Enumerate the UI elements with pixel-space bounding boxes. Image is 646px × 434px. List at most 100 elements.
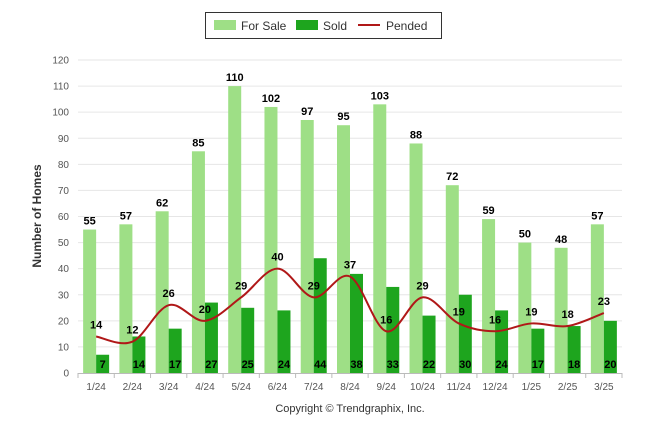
data-label-for-sale: 97 xyxy=(301,106,313,118)
x-tick-label: 2/24 xyxy=(123,382,143,393)
data-label-for-sale: 110 xyxy=(226,72,244,84)
data-label-sold: 38 xyxy=(350,359,362,371)
data-label-pended: 40 xyxy=(271,252,283,264)
bar-sold xyxy=(567,326,581,373)
bar-for-sale xyxy=(445,185,459,373)
y-tick-label: 40 xyxy=(58,264,70,275)
data-label-sold: 20 xyxy=(604,359,616,371)
bar-sold xyxy=(313,258,327,373)
bar-sold xyxy=(495,310,509,373)
data-label-sold: 17 xyxy=(169,359,181,371)
x-tick-label: 1/24 xyxy=(86,382,106,393)
data-label-pended: 29 xyxy=(308,280,320,292)
data-label-for-sale: 55 xyxy=(84,216,96,228)
bar-sold xyxy=(96,354,110,373)
bar-sold xyxy=(531,328,545,373)
data-label-for-sale: 103 xyxy=(371,90,389,102)
x-tick-label: 3/25 xyxy=(594,382,614,393)
bar-sold xyxy=(277,310,291,373)
pended-line xyxy=(95,267,605,345)
data-label-sold: 7 xyxy=(100,359,106,371)
data-label-for-sale: 59 xyxy=(482,205,494,217)
bar-for-sale xyxy=(119,224,133,373)
y-tick-label: 20 xyxy=(58,316,70,327)
data-label-for-sale: 57 xyxy=(120,210,132,222)
x-tick-label: 4/24 xyxy=(195,382,215,393)
data-label-pended: 37 xyxy=(344,259,356,271)
data-label-pended: 16 xyxy=(380,314,392,326)
data-label-sold: 25 xyxy=(242,359,254,371)
data-label-for-sale: 95 xyxy=(337,111,349,123)
legend-label-sold: Sold xyxy=(323,19,347,33)
bar-for-sale xyxy=(191,151,205,373)
data-label-sold: 14 xyxy=(133,359,146,371)
data-label-pended: 14 xyxy=(90,319,103,331)
copyright-text: Copyright © Trendgraphix, Inc. xyxy=(275,403,424,415)
legend-box xyxy=(205,12,442,39)
bar-sold xyxy=(168,328,182,373)
y-tick-label: 110 xyxy=(53,82,69,93)
data-label-sold: 30 xyxy=(459,359,471,371)
bar-for-sale xyxy=(264,106,278,373)
y-axis-label: Number of Homes xyxy=(30,164,44,268)
data-label-pended: 18 xyxy=(561,309,573,321)
data-labels: 55 7 57 14 62 17 85 27 110 25 102 24 97 44 95 38 103 33 88… xyxy=(84,72,617,371)
y-tick-label: 70 xyxy=(58,186,70,197)
data-label-for-sale: 72 xyxy=(446,171,458,183)
data-label-pended: 29 xyxy=(416,280,428,292)
data-label-pended: 29 xyxy=(235,280,247,292)
data-label-sold: 44 xyxy=(314,359,327,371)
legend-swatch-sold xyxy=(296,20,318,30)
data-label-for-sale: 57 xyxy=(591,210,603,222)
data-label-pended: 23 xyxy=(598,296,610,308)
data-label-for-sale: 50 xyxy=(519,229,531,241)
x-axis-ticks: 1/24 2/24 3/24 4/24 5/24 6/24 7/24 8/24 9/24 10/2… xyxy=(77,373,623,393)
bar-sold xyxy=(241,307,255,373)
y-axis-ticks: 0 10 20 30 40 50 60 70 80 90 100 110 120 xyxy=(52,56,69,380)
data-label-pended: 12 xyxy=(126,325,138,337)
x-tick-label: 11/24 xyxy=(447,382,472,393)
data-label-pended: 20 xyxy=(199,304,211,316)
bar-sold xyxy=(603,320,617,373)
bar-for-sale xyxy=(337,125,350,373)
pended-series-line xyxy=(95,267,605,345)
x-tick-label: 6/24 xyxy=(268,382,288,393)
legend-label-pended: Pended xyxy=(386,19,427,33)
data-label-for-sale: 102 xyxy=(262,93,280,105)
data-label-sold: 33 xyxy=(387,359,399,371)
bar-for-sale xyxy=(83,229,97,373)
data-label-for-sale: 88 xyxy=(410,129,422,141)
x-tick-label: 3/24 xyxy=(159,382,179,393)
bar-sold xyxy=(132,336,146,373)
y-tick-label: 90 xyxy=(58,134,70,145)
data-label-sold: 27 xyxy=(205,359,217,371)
data-label-pended: 19 xyxy=(453,306,465,318)
data-label-sold: 18 xyxy=(568,359,580,371)
legend-label-for-sale: For Sale xyxy=(241,19,287,33)
data-label-pended: 26 xyxy=(163,288,175,300)
data-label-sold: 24 xyxy=(495,359,508,371)
bar-sold xyxy=(422,315,436,373)
y-tick-label: 10 xyxy=(58,342,70,353)
y-tick-label: 100 xyxy=(52,108,69,119)
data-label-sold: 22 xyxy=(423,359,435,371)
x-tick-label: 10/24 xyxy=(410,382,435,393)
x-tick-label: 2/25 xyxy=(558,382,578,393)
y-tick-label: 0 xyxy=(63,369,69,380)
data-label-for-sale: 85 xyxy=(192,137,204,149)
legend-swatch-for-sale xyxy=(214,20,236,30)
x-tick-label: 8/24 xyxy=(340,382,360,393)
x-tick-label: 9/24 xyxy=(377,382,397,393)
bar-for-sale xyxy=(373,104,387,373)
bars xyxy=(83,86,617,373)
y-tick-label: 30 xyxy=(58,290,70,301)
data-label-pended: 16 xyxy=(489,314,501,326)
x-tick-label: 5/24 xyxy=(231,382,251,393)
data-label-sold: 24 xyxy=(278,359,291,371)
bar-for-sale xyxy=(554,247,568,373)
data-label-pended: 19 xyxy=(525,306,537,318)
y-tick-label: 60 xyxy=(58,212,70,223)
bar-for-sale xyxy=(482,219,496,373)
bar-for-sale xyxy=(300,119,314,373)
